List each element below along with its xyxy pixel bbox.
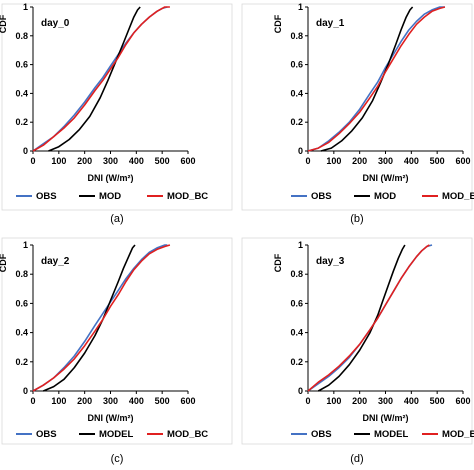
- series-line-mod-bc: [307, 6, 446, 152]
- legend-entry: OBS: [311, 191, 332, 202]
- x-tick-label: 600: [455, 156, 470, 166]
- legend-entry: MOD_BC: [442, 429, 474, 440]
- panel-frame: [1, 237, 233, 445]
- chart-panel-1: 0 100 200 300 400 500 600 0 0.2 0.4 0.6 0.8 1 DNI (W/…: [0, 2, 233, 225]
- y-tick-label: 0.2: [15, 357, 28, 367]
- y-tick-label: 0.4: [290, 88, 303, 98]
- x-axis-label: DNI (W/m²): [88, 173, 134, 183]
- y-tick-label: 0.2: [290, 357, 303, 367]
- x-axis-label: DNI (W/m²): [363, 413, 409, 423]
- x-axis-label: DNI (W/m²): [88, 413, 134, 423]
- x-tick-label: 600: [455, 396, 470, 406]
- y-axis-label: CDF: [273, 14, 283, 33]
- panel-caption: (c): [111, 453, 124, 465]
- series-line-mod-bc: [307, 244, 430, 392]
- x-tick-label: 100: [51, 396, 66, 406]
- chart-panel-3: 0 100 200 300 400 500 600 0 0.2 0.4 0.6 0.8 1 DNI (W/…: [0, 237, 233, 465]
- legend-entry: OBS: [36, 429, 57, 440]
- y-tick-label: 0.6: [290, 298, 303, 308]
- y-tick-label: 0.2: [15, 117, 28, 127]
- x-tick-label: 400: [129, 396, 144, 406]
- y-tick-label: 0: [23, 386, 28, 396]
- x-tick-label: 0: [30, 156, 35, 166]
- x-tick-label: 600: [180, 396, 195, 406]
- y-tick-label: 0.2: [290, 117, 303, 127]
- y-axis-label: CDF: [0, 253, 8, 272]
- x-tick-label: 300: [378, 396, 393, 406]
- y-tick-label: 0: [23, 146, 28, 156]
- x-tick-label: 200: [77, 156, 92, 166]
- x-tick-label: 0: [305, 396, 310, 406]
- legend-entry: MOD_BC: [167, 429, 208, 440]
- y-tick-label: 0.8: [15, 269, 28, 279]
- y-tick-label: 1: [298, 240, 303, 250]
- legend-entry: MOD: [99, 191, 121, 202]
- x-tick-label: 100: [326, 156, 341, 166]
- x-tick-label: 600: [180, 156, 195, 166]
- x-tick-label: 500: [430, 156, 445, 166]
- series-line-mod-bc: [32, 244, 171, 392]
- x-tick-label: 100: [51, 156, 66, 166]
- panel-frame: [241, 3, 473, 211]
- panel-caption: (b): [350, 213, 363, 225]
- legend-entry: MOD_BC: [442, 191, 474, 202]
- day-annotation: day_2: [41, 256, 70, 267]
- legend-entry: MOD_BC: [167, 191, 208, 202]
- y-tick-label: 1: [298, 2, 303, 12]
- panel-frame: [1, 3, 233, 211]
- y-axis-label: CDF: [273, 253, 283, 272]
- x-tick-label: 400: [129, 156, 144, 166]
- day-annotation: day_3: [316, 256, 345, 267]
- x-tick-label: 100: [326, 396, 341, 406]
- panel-frame: [241, 237, 473, 445]
- legend-entry: MODEL: [99, 429, 134, 440]
- y-tick-label: 0.8: [15, 31, 28, 41]
- series-line-obs: [307, 6, 445, 152]
- x-tick-label: 200: [352, 156, 367, 166]
- y-tick-label: 0: [298, 386, 303, 396]
- y-tick-label: 0.4: [15, 328, 28, 338]
- x-tick-label: 500: [430, 396, 445, 406]
- chart-panel-4: 0 100 200 300 400 500 600 0 0.2 0.4 0.6 0.8 1 DNI (W/…: [241, 237, 474, 465]
- x-tick-label: 0: [30, 396, 35, 406]
- x-tick-label: 200: [352, 396, 367, 406]
- x-tick-label: 300: [378, 156, 393, 166]
- day-annotation: day_0: [41, 18, 70, 29]
- chart-panel-2: 0 100 200 300 400 500 600 0 0.2 0.4 0.6 0.8 1 DNI (W/…: [241, 2, 474, 225]
- x-tick-label: 0: [305, 156, 310, 166]
- legend-entry: MODEL: [374, 429, 409, 440]
- x-tick-label: 400: [404, 156, 419, 166]
- series-line-mod: [320, 6, 414, 152]
- x-tick-label: 200: [77, 396, 92, 406]
- x-tick-label: 300: [103, 156, 118, 166]
- y-tick-label: 0: [298, 146, 303, 156]
- series-line-mod: [48, 6, 141, 152]
- series-line-mod-bc: [32, 6, 170, 152]
- y-tick-label: 0.8: [290, 31, 303, 41]
- x-tick-label: 400: [404, 396, 419, 406]
- legend-entry: OBS: [36, 191, 57, 202]
- x-tick-label: 500: [155, 156, 170, 166]
- y-tick-label: 0.6: [290, 60, 303, 70]
- day-annotation: day_1: [316, 18, 345, 29]
- legend-entry: OBS: [311, 429, 332, 440]
- x-tick-label: 300: [103, 396, 118, 406]
- panel-caption: (d): [350, 453, 363, 465]
- y-axis-label: CDF: [0, 14, 8, 33]
- series-line-model: [317, 244, 406, 392]
- y-tick-label: 1: [23, 240, 28, 250]
- y-tick-label: 0.4: [290, 328, 303, 338]
- y-tick-label: 0.6: [15, 298, 28, 308]
- legend-entry: MOD: [374, 191, 396, 202]
- x-tick-label: 500: [155, 396, 170, 406]
- y-tick-label: 1: [23, 2, 28, 12]
- y-tick-label: 0.8: [290, 269, 303, 279]
- panel-caption: (a): [110, 213, 123, 225]
- x-axis-label: DNI (W/m²): [363, 173, 409, 183]
- y-tick-label: 0.6: [15, 60, 28, 70]
- y-tick-label: 0.4: [15, 88, 28, 98]
